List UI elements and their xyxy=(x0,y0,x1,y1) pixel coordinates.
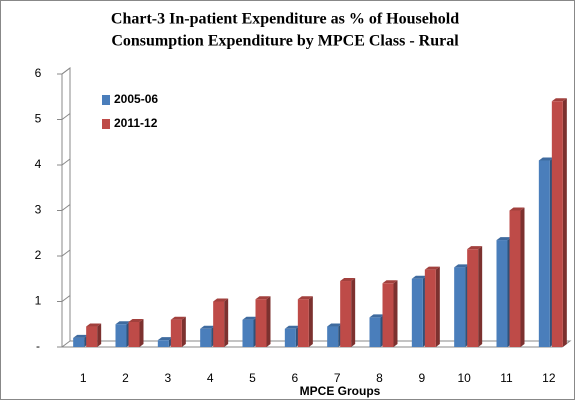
bar-top xyxy=(551,98,567,102)
y-tick-mark xyxy=(57,249,71,257)
bar xyxy=(382,283,394,347)
y-tick-mark xyxy=(57,204,71,211)
bar-side xyxy=(97,323,102,347)
bar-top xyxy=(242,316,258,320)
y-tick-mark xyxy=(57,67,71,75)
y-tick-mark xyxy=(57,295,71,302)
x-tick-label: 9 xyxy=(418,371,425,385)
bar-top xyxy=(340,278,356,282)
bar-top xyxy=(255,296,271,300)
bar xyxy=(327,326,339,347)
x-tick-label: 8 xyxy=(376,371,383,385)
bar-top xyxy=(327,323,343,327)
bar xyxy=(411,278,423,347)
bar xyxy=(255,299,267,347)
bar-side xyxy=(308,296,313,347)
bar-top xyxy=(496,237,512,241)
bar-top xyxy=(297,296,313,300)
y-tick-label: - xyxy=(36,339,40,353)
bar xyxy=(157,340,169,347)
bar xyxy=(297,299,309,347)
x-tick-label: 10 xyxy=(457,371,471,385)
y-tick-label: 3 xyxy=(35,203,42,217)
bar-side xyxy=(393,280,398,347)
bar xyxy=(496,240,508,347)
bar xyxy=(200,328,212,347)
bar-top xyxy=(170,316,186,320)
y-tick-mark xyxy=(57,158,71,166)
y-tick-mark xyxy=(57,340,71,348)
bar xyxy=(509,210,521,347)
bar xyxy=(551,101,563,347)
chart-title: Consumption Expenditure by MPCE Class - … xyxy=(111,33,459,50)
bar-top xyxy=(369,314,385,318)
y-tick-label: 2 xyxy=(35,248,42,262)
bar-top xyxy=(284,325,300,329)
bar xyxy=(424,269,436,347)
y-tick-label: 5 xyxy=(35,112,42,126)
x-tick-label: 2 xyxy=(122,371,129,385)
bar-side xyxy=(478,246,483,347)
x-tick-label: 5 xyxy=(249,371,256,385)
bar-top xyxy=(467,246,483,250)
bar xyxy=(467,249,479,347)
chart-title: Chart-3 In-patient Expenditure as % of H… xyxy=(111,11,459,28)
bar-top xyxy=(509,207,525,211)
bar-side xyxy=(266,296,271,347)
bar-top xyxy=(86,323,102,327)
y-tick-label: 4 xyxy=(35,157,42,171)
x-axis-label: MPCE Groups xyxy=(300,384,381,398)
bar xyxy=(284,328,296,347)
bar-side xyxy=(224,298,229,347)
bar-top xyxy=(213,298,229,302)
bar-top xyxy=(115,321,131,325)
bar-side xyxy=(520,207,525,347)
x-tick-label: 11 xyxy=(500,371,513,385)
bar-side xyxy=(351,278,356,347)
bar xyxy=(340,281,352,347)
x-tick-label: 6 xyxy=(291,371,298,385)
x-tick-label: 12 xyxy=(542,371,556,385)
bar-top xyxy=(128,318,144,322)
y-tick-label: 1 xyxy=(35,294,42,308)
y-tick-label: 6 xyxy=(35,66,42,80)
bar xyxy=(170,319,182,347)
bar xyxy=(454,267,466,347)
bar-top xyxy=(73,334,89,338)
bar xyxy=(128,321,140,347)
bar-top xyxy=(424,266,440,270)
bar-side xyxy=(562,98,567,347)
bar-top xyxy=(157,337,173,341)
bar-side xyxy=(139,318,144,347)
legend-label: 2011-12 xyxy=(114,116,158,130)
x-tick-label: 1 xyxy=(80,371,87,385)
bar-top xyxy=(538,157,554,161)
bar xyxy=(369,317,381,347)
legend-label: 2005-06 xyxy=(114,92,158,106)
bar-top xyxy=(382,280,398,284)
x-tick-label: 7 xyxy=(334,371,341,385)
bar xyxy=(242,319,254,347)
bar xyxy=(538,160,550,347)
bar xyxy=(115,324,127,347)
bar xyxy=(73,337,85,347)
x-tick-label: 4 xyxy=(207,371,214,385)
bar-side xyxy=(435,266,440,347)
legend-swatch xyxy=(102,119,110,129)
bar xyxy=(86,326,98,347)
bar-top xyxy=(411,275,427,279)
legend-swatch xyxy=(102,95,110,105)
bar-top xyxy=(200,325,216,329)
bar-top xyxy=(454,264,470,268)
x-tick-label: 3 xyxy=(164,371,171,385)
bar xyxy=(213,301,225,347)
bar-side xyxy=(181,316,186,347)
y-tick-mark xyxy=(57,113,71,120)
